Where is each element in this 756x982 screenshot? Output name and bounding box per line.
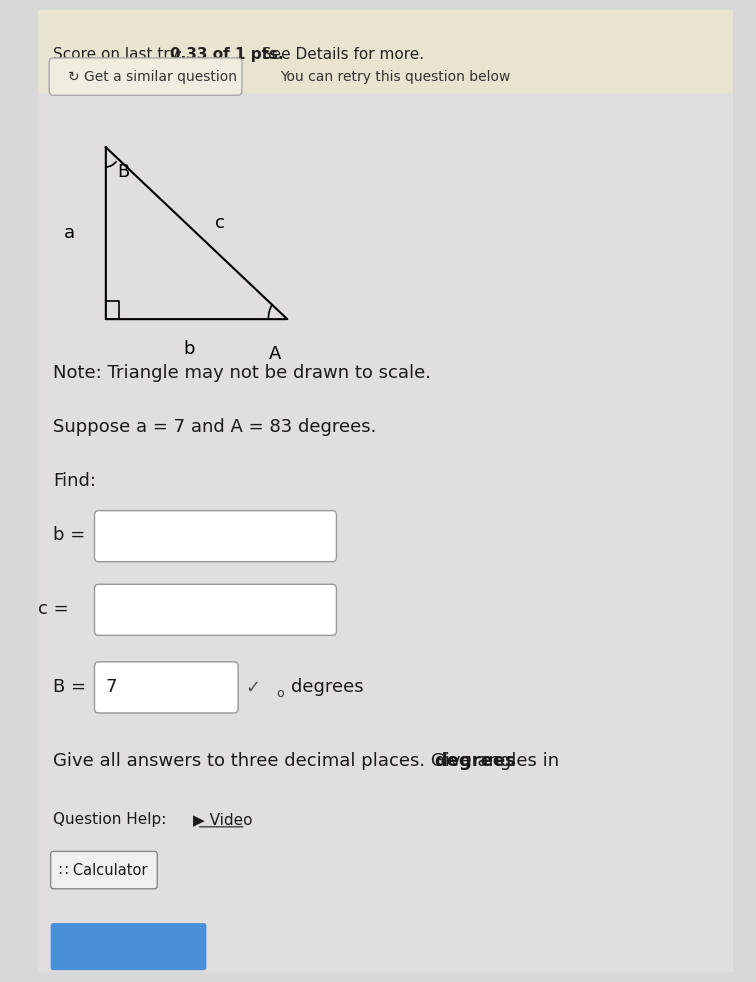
Text: c: c <box>215 214 225 233</box>
Text: ↻ Get a similar question: ↻ Get a similar question <box>68 70 237 83</box>
FancyBboxPatch shape <box>94 584 336 635</box>
Text: ✓: ✓ <box>246 679 261 696</box>
Text: Give all answers to three decimal places. Give angles in: Give all answers to three decimal places… <box>53 752 565 770</box>
Text: degrees: degrees <box>291 679 364 696</box>
Text: Note: Triangle may not be drawn to scale.: Note: Triangle may not be drawn to scale… <box>53 364 431 382</box>
Text: a: a <box>64 224 76 243</box>
Text: b: b <box>183 340 195 357</box>
FancyBboxPatch shape <box>94 511 336 562</box>
Text: Suppose a = 7 and A = 83 degrees.: Suppose a = 7 and A = 83 degrees. <box>53 418 376 436</box>
Text: Question Help:: Question Help: <box>53 812 176 828</box>
Text: ▶ Video: ▶ Video <box>193 812 253 828</box>
Text: B =: B = <box>53 679 91 696</box>
Text: Score on last try:: Score on last try: <box>53 47 187 63</box>
Text: 0.33 of 1 pts.: 0.33 of 1 pts. <box>170 47 284 63</box>
FancyBboxPatch shape <box>49 58 242 95</box>
FancyBboxPatch shape <box>94 662 238 713</box>
Text: 7: 7 <box>106 679 117 696</box>
Text: A: A <box>268 345 280 362</box>
FancyBboxPatch shape <box>38 10 733 93</box>
Text: o: o <box>276 687 284 700</box>
FancyBboxPatch shape <box>51 923 206 970</box>
FancyBboxPatch shape <box>51 851 157 889</box>
Text: Find:: Find: <box>53 472 96 490</box>
Text: See Details for more.: See Details for more. <box>257 47 424 63</box>
Text: ∷ Calculator: ∷ Calculator <box>59 862 147 878</box>
Text: B: B <box>117 163 129 181</box>
FancyBboxPatch shape <box>38 93 733 972</box>
Text: b =: b = <box>53 526 91 544</box>
Text: You can retry this question below: You can retry this question below <box>280 70 510 83</box>
Text: c =: c = <box>38 600 74 618</box>
Text: degrees: degrees <box>435 752 516 770</box>
